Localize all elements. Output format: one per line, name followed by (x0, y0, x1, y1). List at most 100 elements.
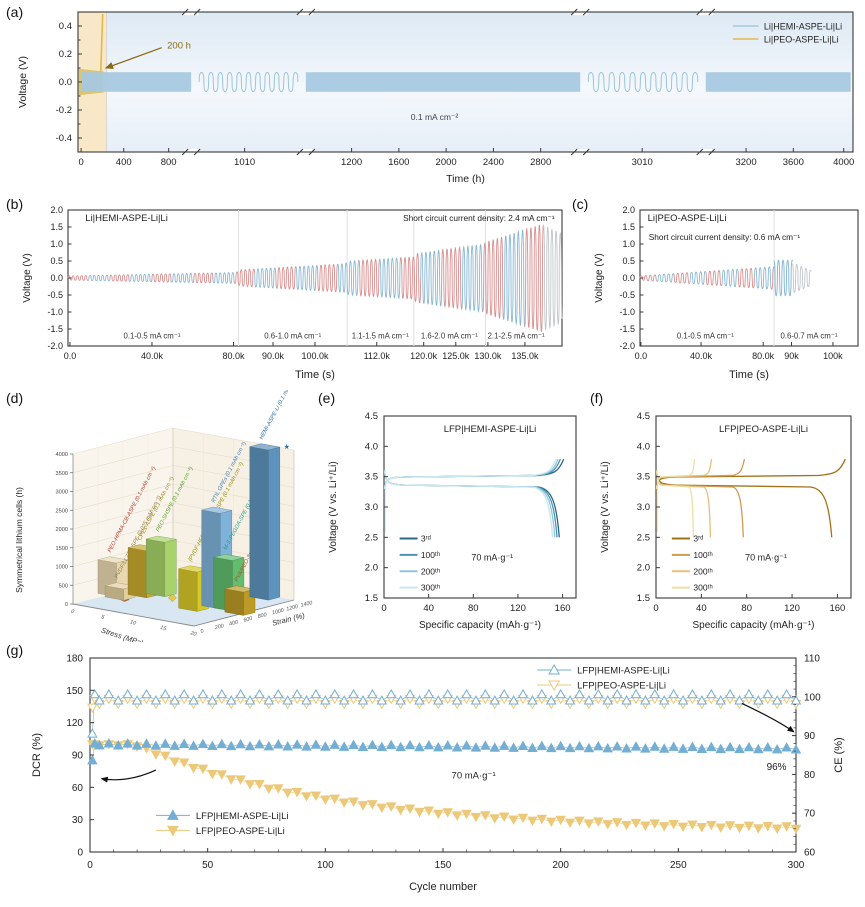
data-marker (301, 741, 312, 751)
data-marker (254, 738, 265, 749)
data-marker (423, 806, 435, 816)
waveform-segment (399, 252, 422, 304)
bar-face (127, 547, 147, 599)
data-marker (536, 688, 548, 699)
data-marker (169, 757, 180, 767)
xtick: 135.0k (511, 351, 539, 361)
data-marker (564, 695, 576, 705)
g-arrow-right (741, 702, 795, 733)
waveform-segment (275, 266, 297, 290)
d-strain-tick: 600 (243, 616, 253, 624)
d-stress-tick: 15 (159, 625, 168, 633)
g-ytick-left: 90 (72, 751, 84, 762)
data-marker (724, 741, 736, 752)
cell-title: LFP|HEMI-ASPE-Li|Li (444, 424, 537, 435)
g-ytick-left: 30 (72, 815, 84, 826)
d-stress-tick: 10 (129, 619, 137, 627)
data-marker (790, 824, 802, 835)
xtick: 0 (381, 603, 386, 614)
data-marker (207, 769, 218, 780)
data-marker (244, 780, 256, 790)
current-region-label: 0.1-0.5 mA cm⁻¹ (123, 332, 180, 341)
g-ytick-right: 60 (804, 848, 816, 859)
xtick: 40.0k (141, 351, 164, 361)
data-marker (527, 816, 538, 827)
ytick: 2.5 (365, 532, 378, 543)
a-legend-label: Li|HEMI-ASPE-Li|Li (764, 22, 842, 32)
data-marker (564, 818, 576, 829)
bar-top (213, 553, 244, 561)
waveform-segment (192, 272, 214, 284)
cycle-legend-label: 100ᵗʰ (421, 550, 440, 560)
ytick: -1.5 (619, 324, 635, 334)
data-marker (611, 741, 623, 751)
peo-short-spike (99, 13, 104, 73)
a-xtick: 800 (161, 157, 177, 168)
waveform-tail (542, 223, 563, 331)
data-marker (649, 819, 661, 829)
panel-b-plot: 2.01.51.00.50.0-0.5-1.0-1.5-2.00.0 40.0k 8… (22, 205, 563, 381)
data-marker (178, 688, 190, 699)
data-marker (395, 695, 406, 705)
panel-e-tag: (e) (318, 390, 336, 406)
d-strain-tick: 1200 (286, 604, 299, 613)
data-marker (621, 695, 632, 705)
data-marker (630, 741, 642, 751)
data-marker (649, 741, 661, 751)
a-xtick: 1600 (388, 157, 409, 168)
g-legend-label: LFP|PEO-ASPE-Li|Li (577, 681, 666, 692)
data-marker (414, 741, 425, 752)
a-xlabel: Time (h) (446, 173, 485, 185)
data-marker (734, 823, 745, 834)
data-marker (282, 741, 293, 751)
plot-area (89, 657, 797, 853)
data-marker (442, 688, 453, 699)
data-marker (470, 695, 482, 705)
g-ytick-left: 120 (66, 718, 83, 729)
xtick: 90k (784, 351, 799, 361)
cell-title: Li|PEO-ASPE-Li|Li (648, 213, 727, 224)
data-marker (338, 741, 350, 751)
data-marker (103, 738, 115, 748)
ylabel: Voltage (V vs. Li⁺/Li) (328, 461, 339, 552)
data-marker (555, 815, 566, 826)
d-strain-tick: 1000 (271, 608, 284, 617)
data-marker (696, 743, 708, 753)
ytick: 2.0 (365, 563, 378, 574)
waveform-segment (316, 263, 339, 293)
data-marker (611, 688, 623, 699)
data-marker (423, 739, 435, 750)
waveform-segment (150, 273, 173, 283)
waveform-segment (773, 259, 794, 297)
data-marker (282, 788, 293, 799)
data-marker (536, 740, 548, 751)
bar-face (224, 588, 244, 616)
data-marker (771, 695, 783, 705)
a-xtick: 2400 (483, 157, 504, 168)
panel-b-tag: (b) (6, 196, 24, 212)
ytick: 4.5 (637, 411, 650, 422)
panel-a: (a) 0.4 0.2 0.0 -0.2 -0.4 0 400 800 1010 1200 1600… (6, 4, 859, 196)
current-region-label: 2.1-2.5 mA cm⁻¹ (488, 332, 545, 341)
g-xtick: 200 (552, 860, 569, 871)
waveform-segment (212, 272, 235, 284)
data-marker (715, 823, 726, 833)
hemi-voltage-band (305, 72, 581, 92)
data-marker (546, 695, 557, 705)
data-marker (404, 804, 416, 814)
ytick: 4.0 (365, 441, 378, 452)
data-marker (480, 688, 491, 699)
data-marker (235, 775, 246, 785)
cycle-legend-label: 3ʳᵈ (421, 534, 431, 544)
data-marker (687, 688, 698, 699)
a-legend-label: Li|PEO-ASPE-Li|Li (764, 35, 839, 45)
panel-g-tag: (g) (6, 642, 24, 658)
data-marker (668, 688, 679, 699)
data-marker (658, 743, 670, 753)
ytick: 1.0 (622, 239, 635, 249)
waveform-segment (461, 244, 484, 314)
g-xtick: 100 (317, 860, 334, 871)
data-marker (404, 739, 416, 750)
waveform-segment (482, 236, 505, 320)
data-marker (207, 695, 218, 705)
